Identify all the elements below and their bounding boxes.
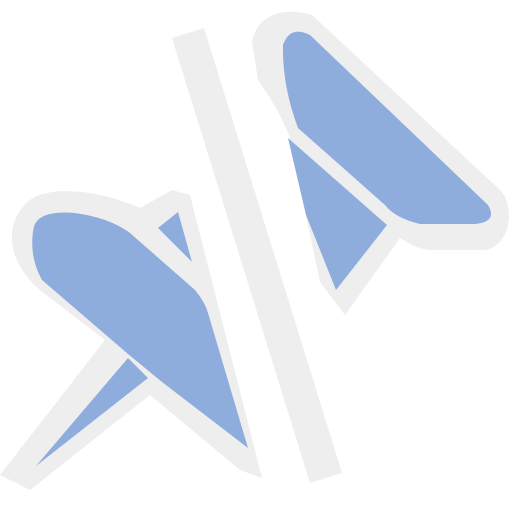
pin-body-upper — [288, 138, 387, 290]
pin-head-lower-group — [32, 212, 249, 466]
pin-body-lower — [158, 212, 192, 262]
pin-head-upper-group — [282, 31, 492, 290]
pin-head-lower — [32, 212, 249, 448]
slash-group — [172, 28, 342, 483]
slash-line — [172, 28, 342, 483]
pin-head-upper — [282, 31, 492, 224]
pin-needle-lower — [36, 358, 148, 466]
